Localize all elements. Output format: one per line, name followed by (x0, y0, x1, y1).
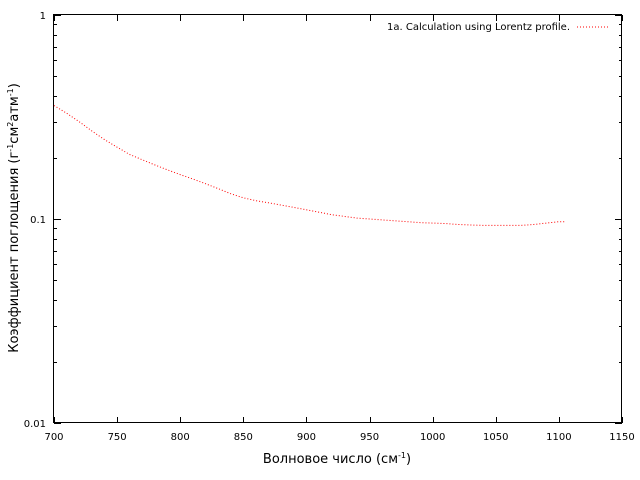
x-tick-label: 850 (234, 432, 253, 443)
x-tick-label: 950 (360, 432, 379, 443)
y-tick-label: 1 (40, 11, 46, 22)
y-tick-label: 0.1 (30, 215, 46, 226)
x-tick-label: 900 (297, 432, 316, 443)
x-axis-title: Волновое число (см-1) (263, 451, 411, 467)
x-tick-label: 1000 (420, 432, 445, 443)
x-tick-label: 1150 (609, 432, 634, 443)
legend-label: 1a. Calculation using Lorentz profile. (387, 22, 570, 33)
y-axis-ticks: 1 0.1 0.01 (24, 11, 622, 430)
plot-frame (53, 14, 622, 423)
x-tick-label: 1050 (483, 432, 508, 443)
y-tick-label: 0.01 (24, 419, 46, 430)
x-tick-label: 800 (171, 432, 190, 443)
x-tick-label: 1100 (546, 432, 571, 443)
legend: 1a. Calculation using Lorentz profile. (387, 22, 608, 33)
x-tick-label: 750 (108, 432, 127, 443)
y-axis-title: Коэффициент поглощения (г-1см2атм-1) (6, 83, 22, 353)
x-axis-ticks: 700 750 800 850 900 950 1000 1050 1100 1150 (44, 15, 635, 443)
series-layer (53, 105, 566, 226)
series-line (53, 105, 566, 226)
x-tick-label: 700 (44, 432, 63, 443)
